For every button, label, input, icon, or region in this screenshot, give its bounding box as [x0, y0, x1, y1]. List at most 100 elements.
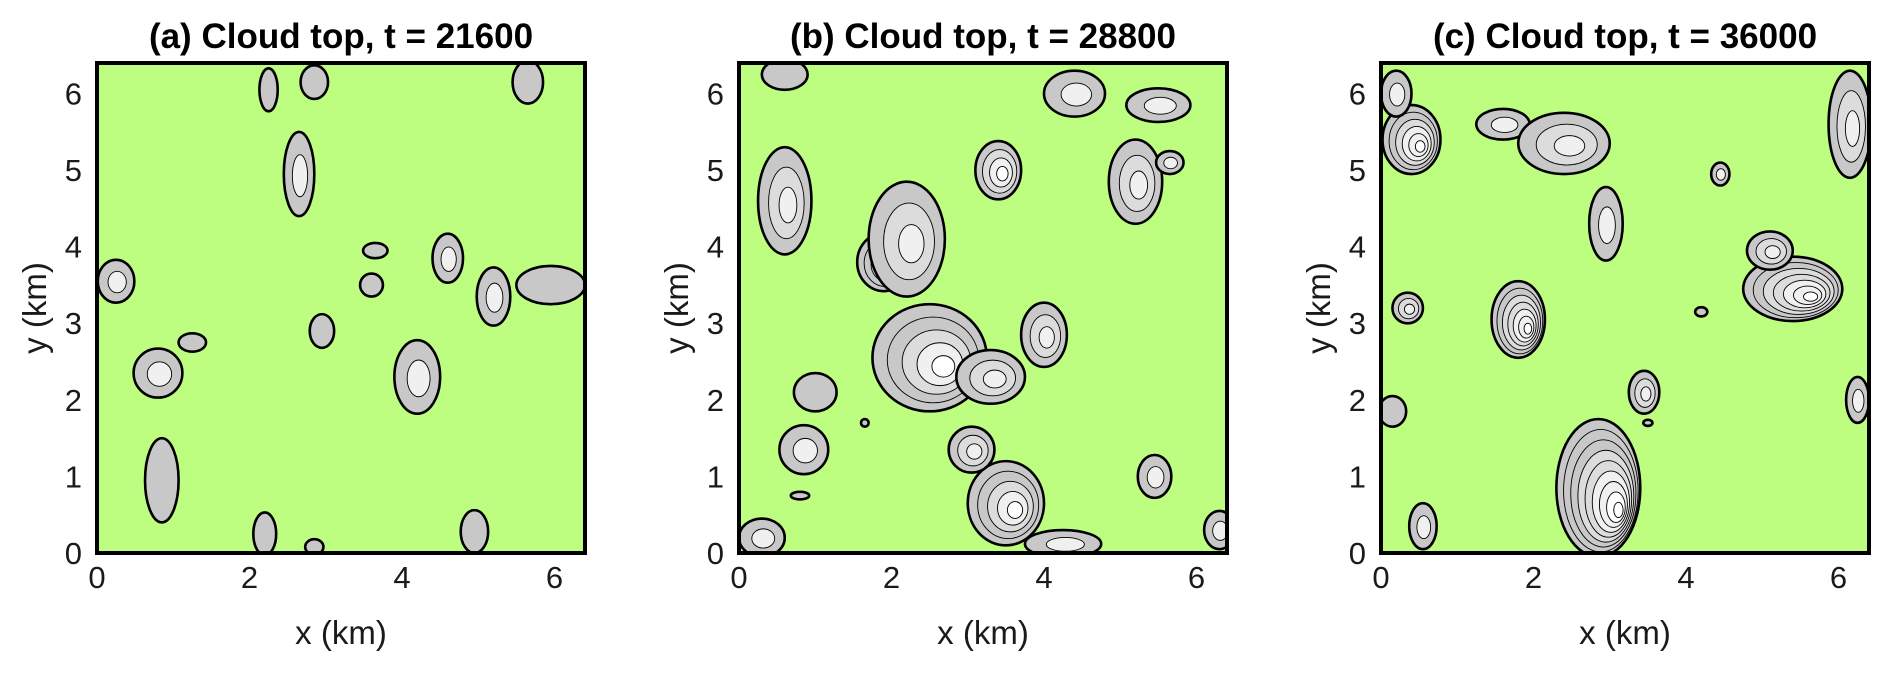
cloud-contour: [1129, 170, 1149, 200]
panel-c-ytick-3: 3: [1349, 306, 1366, 341]
panel-b-clouds: [739, 63, 1227, 553]
cloud-contour: [291, 154, 309, 198]
cloud-contour: [1060, 82, 1093, 107]
cloud-contour: [1640, 386, 1652, 402]
panel-a-xtick-6: 6: [546, 560, 563, 595]
cloud-outline: [258, 67, 280, 113]
cloud-outline: [792, 371, 838, 413]
cloud-outline: [515, 264, 585, 306]
cloud-contour: [1006, 501, 1024, 519]
cloud-contour: [485, 282, 504, 313]
cloud-contour: [1038, 326, 1055, 349]
panel-b-ytick-0: 0: [707, 536, 724, 571]
cloud-outline: [303, 537, 325, 553]
panel-a-xtick-4: 4: [393, 560, 410, 595]
cloud-outline: [789, 490, 811, 501]
panel-b-ytick-2: 2: [707, 383, 724, 418]
cloud-contour: [1553, 135, 1586, 157]
panel-c-ytick-2: 2: [1349, 383, 1366, 418]
panel-c-clouds: [1381, 69, 1869, 553]
cloud-outline: [760, 63, 809, 92]
cloud-outline: [299, 63, 330, 101]
cloud-contour: [996, 165, 1009, 182]
cloud-contour: [1163, 156, 1178, 170]
panel-a-ytick-6: 6: [65, 76, 82, 111]
panel-a-xtick-2: 2: [241, 560, 258, 595]
cloud-contour: [1143, 96, 1177, 115]
cloud-outline: [308, 312, 336, 350]
panel-b-ylabel: y (km): [658, 262, 695, 354]
panel-b-title: (b) Cloud top, t = 28800: [790, 17, 1176, 56]
panel-c-ytick-5: 5: [1349, 153, 1366, 188]
cloud-contour: [1416, 515, 1432, 540]
panel-b-frame: [737, 61, 1229, 555]
panel-c-xtick-2: 2: [1525, 560, 1542, 595]
cloud-contour: [1403, 303, 1416, 315]
cloud-contour: [898, 224, 925, 264]
cloud-outline: [1693, 305, 1709, 318]
cloud-contour: [1764, 245, 1781, 259]
cloud-contour: [931, 355, 956, 378]
cloud-contour: [1146, 466, 1165, 489]
panel-a-ytick-4: 4: [65, 230, 82, 265]
cloud-contour: [440, 246, 457, 272]
panel-c-xtick-4: 4: [1677, 560, 1694, 595]
panel-c-ylabel: y (km): [1300, 262, 1337, 354]
cloud-outline: [459, 508, 490, 553]
panel-b-xtick-2: 2: [883, 560, 900, 595]
panel-a-xlabel: x (km): [295, 614, 387, 651]
panel-b-xtick-4: 4: [1035, 560, 1052, 595]
cloud-contour: [966, 443, 983, 460]
cloud-contour: [1490, 116, 1519, 133]
cloud-contour: [1414, 140, 1426, 153]
cloud-outline: [252, 511, 278, 553]
cloud-contour: [1523, 322, 1533, 335]
panel-a-frame: [95, 61, 587, 555]
cloud-contour: [751, 528, 776, 549]
panel-c: (c) Cloud top, t = 36000 0 2 4 6 0 1 2 3…: [1300, 17, 1871, 651]
cloud-contour: [1598, 206, 1616, 245]
panel-a-title: (a) Cloud top, t = 21600: [149, 17, 533, 56]
panel-a-xtick-0: 0: [88, 560, 105, 595]
cloud-contour: [1852, 388, 1865, 413]
panel-a-ytick-1: 1: [65, 459, 82, 494]
cloud-contour: [146, 361, 173, 387]
panel-a-ytick-5: 5: [65, 153, 82, 188]
cloud-contour: [107, 270, 127, 294]
panel-c-xlabel: x (km): [1579, 614, 1671, 651]
cloud-contour: [982, 369, 1007, 389]
cloud-contour: [1389, 82, 1406, 107]
cloud-outline: [358, 272, 385, 298]
panel-c-ytick-0: 0: [1349, 536, 1366, 571]
panel-a-ytick-2: 2: [65, 383, 82, 418]
panel-c-frame: [1379, 61, 1871, 555]
cloud-contour: [778, 186, 798, 224]
panel-b-ytick-1: 1: [707, 459, 724, 494]
panel-c-ytick-6: 6: [1349, 76, 1366, 111]
panel-b-ytick-4: 4: [707, 230, 724, 265]
panel-c-xtick-0: 0: [1372, 560, 1389, 595]
panel-c-ytick-4: 4: [1349, 230, 1366, 265]
cloud-outline: [361, 241, 389, 260]
cloud-outline: [143, 436, 180, 524]
cloud-contour: [1045, 537, 1085, 552]
cloud-outline: [177, 331, 208, 353]
panel-b-ytick-3: 3: [707, 306, 724, 341]
cloud-outline: [859, 417, 870, 428]
cloud-contour: [1844, 110, 1861, 147]
panel-b-xtick-0: 0: [730, 560, 747, 595]
panel-c-title: (c) Cloud top, t = 36000: [1433, 17, 1817, 56]
cloud-outline: [1381, 394, 1408, 428]
cloud-contour: [1803, 291, 1819, 302]
panel-a-ytick-0: 0: [65, 536, 82, 571]
cloud-contour: [406, 359, 431, 398]
panel-a: (a) Cloud top, t = 21600 0 2 4 6 0 1 2 3…: [16, 17, 587, 651]
cloud-contour: [1212, 520, 1227, 541]
cloud-outline: [511, 63, 545, 105]
panel-a-clouds: [97, 63, 585, 553]
panel-b-xlabel: x (km): [937, 614, 1029, 651]
panel-b: (b) Cloud top, t = 28800 0 2 4 6 0 1 2 3…: [658, 17, 1229, 651]
panel-c-ytick-1: 1: [1349, 459, 1366, 494]
cloud-contour: [1715, 168, 1726, 181]
